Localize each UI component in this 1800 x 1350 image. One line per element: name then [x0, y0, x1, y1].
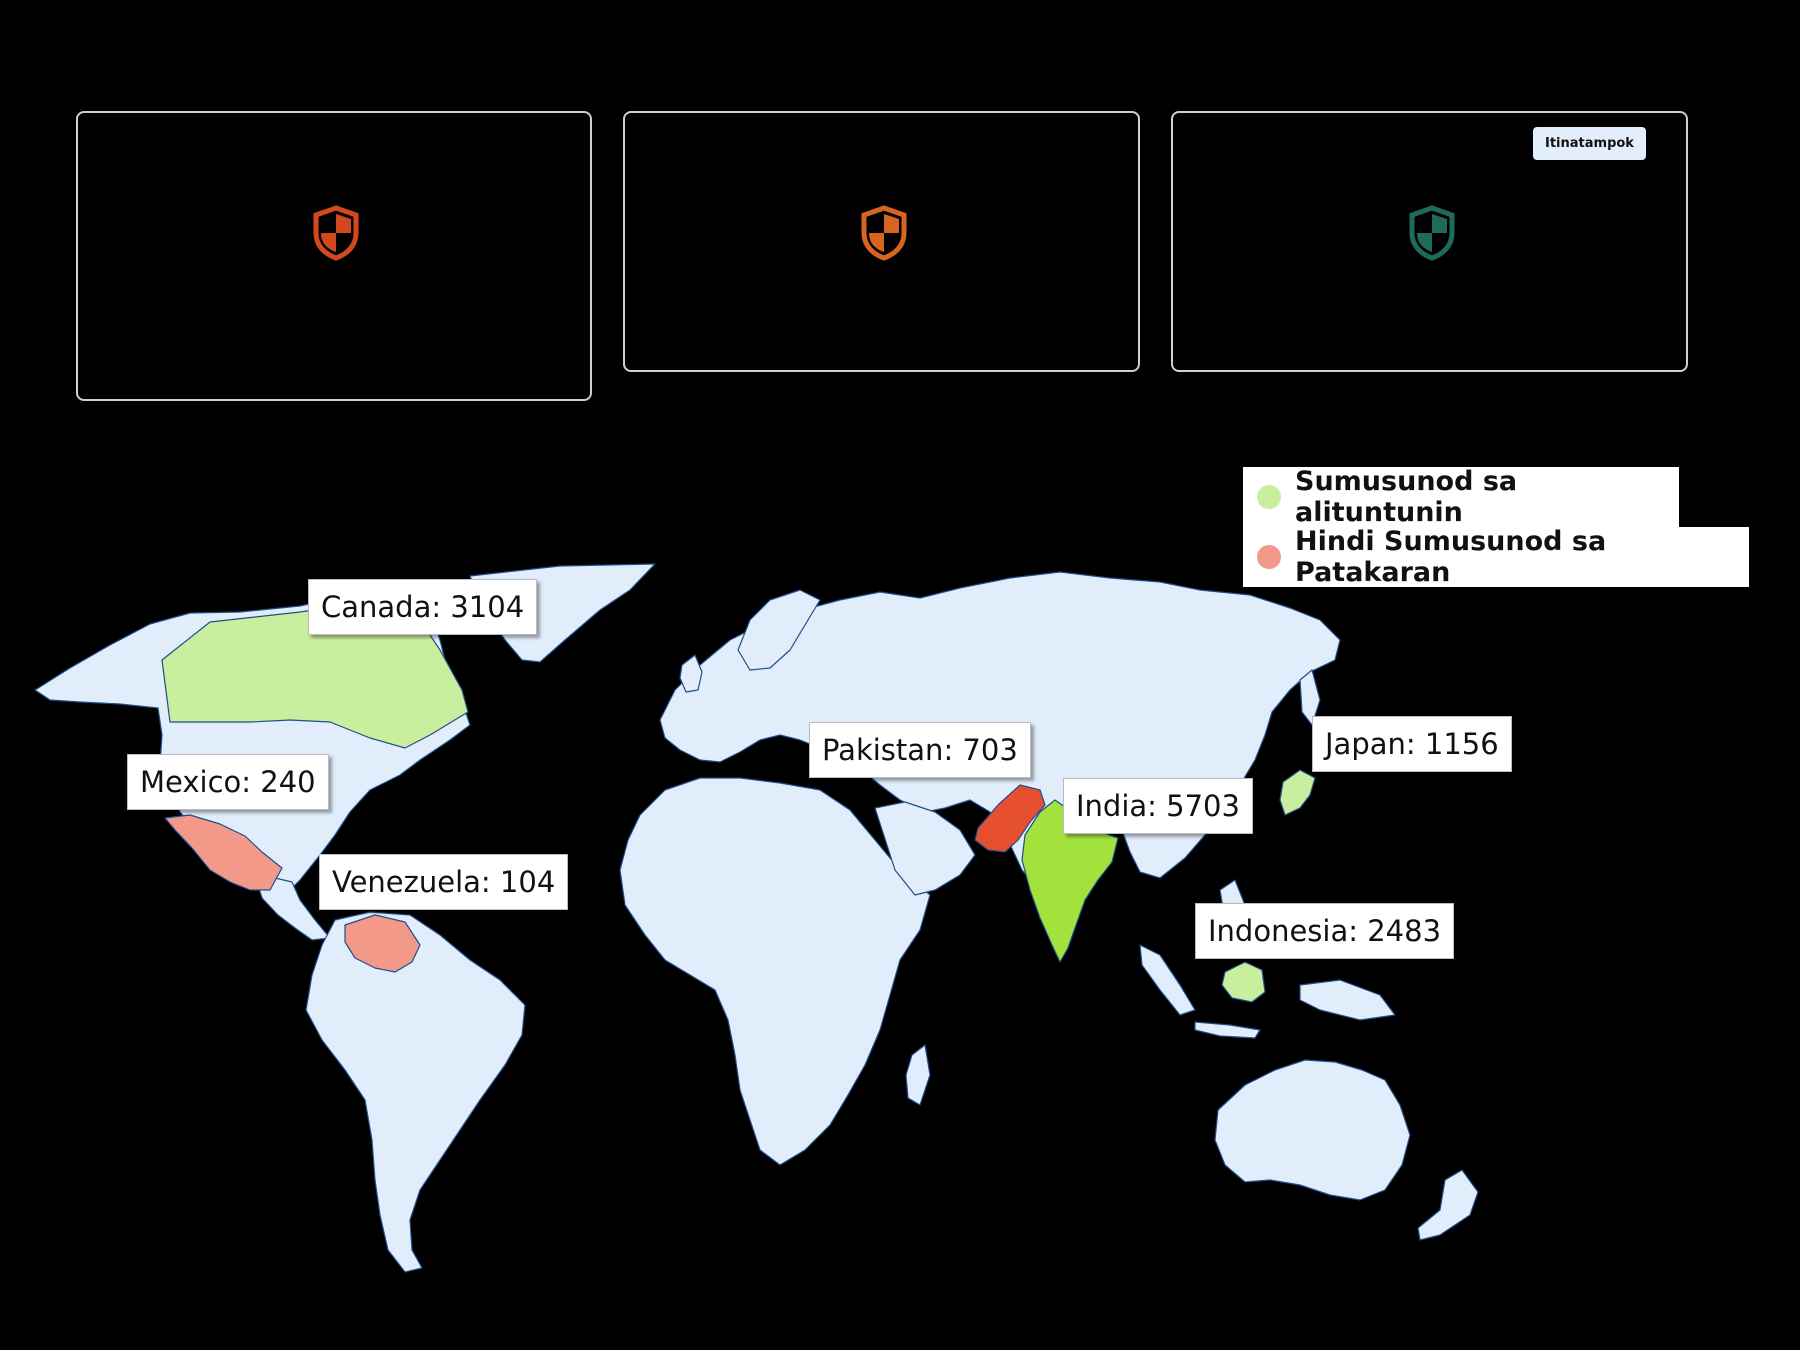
- summary-card-1[interactable]: [76, 111, 592, 401]
- highlighted-countries: [161, 605, 1316, 1003]
- legend-label-non-compliant: Hindi Sumusunod sa Patakaran: [1295, 526, 1607, 588]
- featured-badge: Itinatampok: [1533, 127, 1646, 160]
- shield-quarter-bottom-left: [869, 233, 884, 252]
- country-pakistan[interactable]: [974, 784, 1046, 853]
- shield-icon: [313, 205, 359, 261]
- country-label-pakistan: Pakistan: 703: [809, 722, 1031, 778]
- shield-quarter-top-right: [1432, 214, 1447, 233]
- legend-item-compliant[interactable]: Sumusunod sa alituntunin: [1243, 466, 1679, 528]
- country-label-japan: Japan: 1156: [1312, 716, 1512, 772]
- landmass-arabia: [874, 801, 976, 896]
- landmass-south-america: [305, 911, 526, 1273]
- legend-dot-non-compliant: [1257, 545, 1281, 569]
- shield-icon: [1409, 205, 1455, 261]
- country-japan[interactable]: [1279, 769, 1316, 816]
- country-label-indonesia: Indonesia: 2483: [1195, 903, 1455, 959]
- landmass-scandinavia: [737, 589, 821, 671]
- country-venezuela[interactable]: [344, 914, 421, 973]
- summary-card-2[interactable]: [623, 111, 1140, 372]
- legend-dot-compliant: [1257, 485, 1281, 509]
- country-label-india: India: 5703: [1063, 778, 1253, 834]
- legend-item-non-compliant[interactable]: Hindi Sumusunod sa Patakaran: [1243, 526, 1749, 588]
- shield-quarter-bottom-left: [1417, 233, 1432, 252]
- landmass-sakhalin: [1299, 669, 1321, 726]
- shield-icon: [861, 205, 907, 261]
- shield-quarter-top-right: [336, 214, 351, 233]
- shield-quarter-top-right: [884, 214, 899, 233]
- country-label-venezuela: Venezuela: 104: [319, 854, 569, 910]
- landmass-uk: [679, 654, 703, 693]
- landmass-africa: [619, 777, 931, 1166]
- landmass-new-guinea: [1299, 979, 1396, 1021]
- landmass-sumatra: [1139, 944, 1196, 1016]
- legend-label-compliant: Sumusunod sa alituntunin: [1295, 466, 1518, 528]
- country-mexico[interactable]: [164, 814, 283, 891]
- country-indonesia[interactable]: [1221, 961, 1266, 1003]
- shield-outline: [861, 205, 907, 261]
- shield-quarter-bottom-left: [321, 233, 336, 252]
- landmass-madagascar: [905, 1044, 931, 1106]
- shield-outline: [313, 205, 359, 261]
- summary-card-3[interactable]: Itinatampok: [1171, 111, 1688, 372]
- landmass-java: [1194, 1021, 1261, 1039]
- landmass-australia: [1214, 1059, 1411, 1201]
- shield-outline: [1409, 205, 1455, 261]
- country-label-mexico: Mexico: 240: [127, 754, 329, 810]
- country-label-canada: Canada: 3104: [308, 579, 538, 635]
- landmass-new-zealand: [1417, 1169, 1479, 1241]
